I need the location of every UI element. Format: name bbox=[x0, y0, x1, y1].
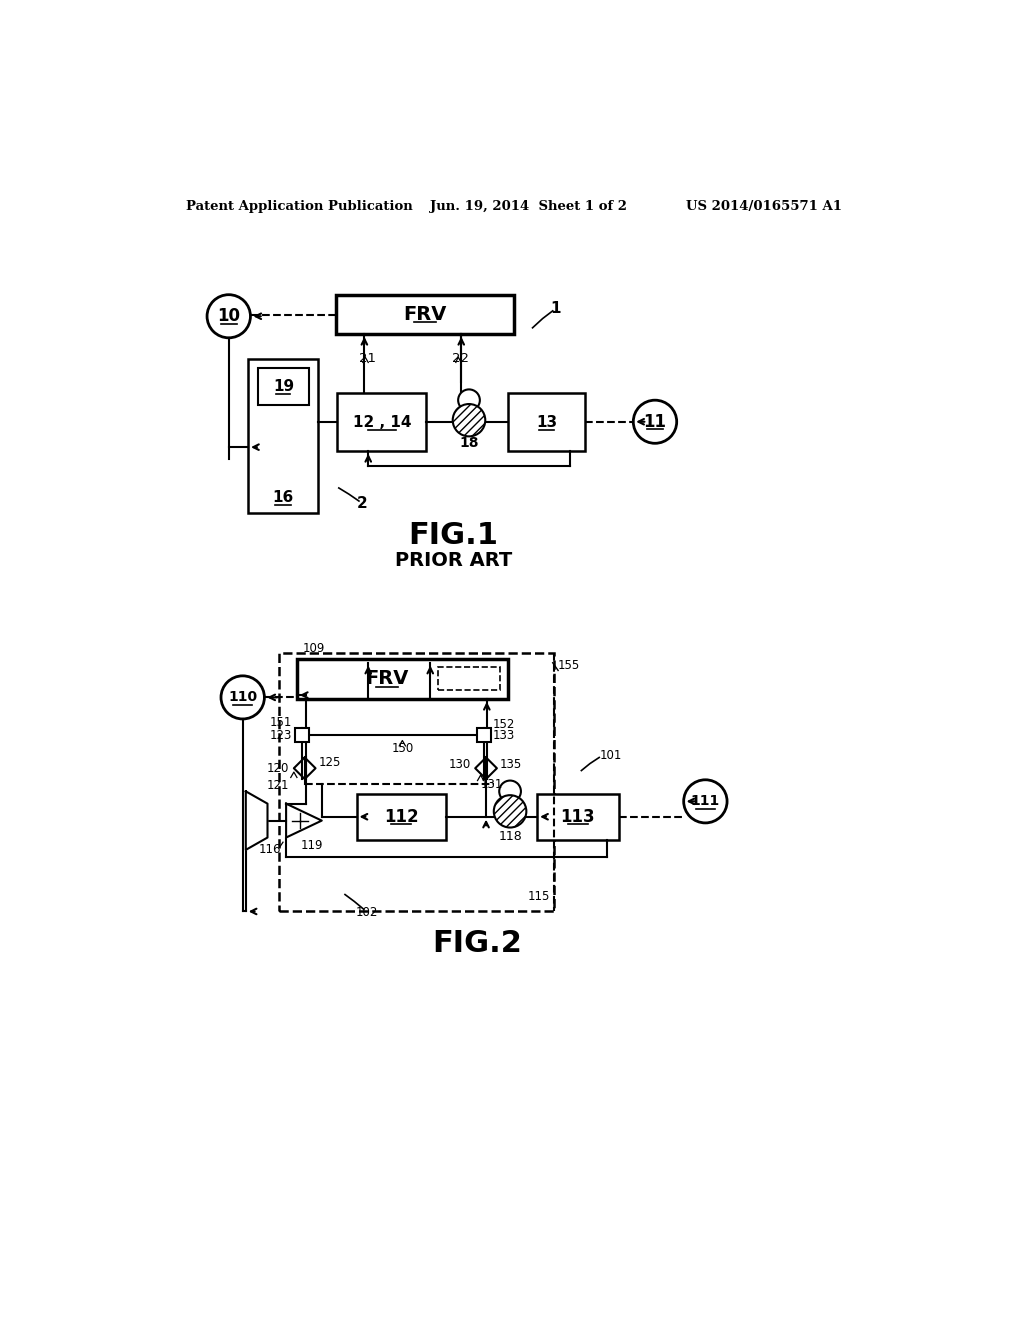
Bar bbox=[280, 653, 554, 911]
Polygon shape bbox=[246, 792, 267, 850]
Text: 116: 116 bbox=[259, 843, 282, 857]
Text: 131: 131 bbox=[480, 777, 503, 791]
Circle shape bbox=[453, 404, 485, 437]
Text: 119: 119 bbox=[300, 838, 323, 851]
Text: 111: 111 bbox=[691, 795, 720, 808]
Text: 16: 16 bbox=[272, 490, 294, 504]
Bar bbox=[295, 729, 308, 742]
Text: 21: 21 bbox=[359, 352, 376, 366]
Text: 121: 121 bbox=[266, 779, 289, 792]
Text: 155: 155 bbox=[558, 659, 581, 672]
Circle shape bbox=[207, 294, 251, 338]
Text: Patent Application Publication: Patent Application Publication bbox=[186, 199, 413, 213]
Text: 2: 2 bbox=[356, 496, 368, 511]
Text: 1: 1 bbox=[551, 301, 561, 315]
Text: 18: 18 bbox=[459, 437, 479, 450]
Text: 11: 11 bbox=[643, 413, 667, 430]
Text: 123: 123 bbox=[270, 729, 292, 742]
Text: 102: 102 bbox=[355, 907, 378, 920]
Text: 115: 115 bbox=[527, 890, 550, 903]
Bar bbox=[438, 667, 500, 689]
Bar bbox=[356, 793, 445, 840]
Text: 112: 112 bbox=[384, 808, 419, 826]
Text: 109: 109 bbox=[303, 643, 326, 656]
Circle shape bbox=[494, 795, 526, 828]
Text: 113: 113 bbox=[560, 808, 595, 826]
Text: 135: 135 bbox=[500, 758, 522, 771]
Text: 101: 101 bbox=[599, 748, 622, 762]
Text: 151: 151 bbox=[270, 715, 292, 729]
Bar bbox=[336, 296, 514, 334]
Text: 12 , 14: 12 , 14 bbox=[352, 414, 411, 429]
Bar bbox=[508, 393, 586, 451]
Text: FIG.2: FIG.2 bbox=[432, 929, 521, 958]
Bar bbox=[258, 368, 308, 405]
Circle shape bbox=[684, 780, 727, 822]
Text: 133: 133 bbox=[493, 729, 515, 742]
Circle shape bbox=[633, 400, 677, 444]
Text: PRIOR ART: PRIOR ART bbox=[395, 550, 512, 570]
Bar bbox=[297, 659, 508, 700]
Text: FRV: FRV bbox=[403, 305, 446, 325]
Text: 130: 130 bbox=[449, 758, 471, 771]
Text: FRV: FRV bbox=[366, 669, 409, 689]
Circle shape bbox=[221, 676, 264, 719]
Circle shape bbox=[500, 780, 521, 803]
Bar bbox=[477, 729, 490, 742]
Polygon shape bbox=[286, 804, 322, 838]
Bar bbox=[337, 393, 426, 451]
Text: US 2014/0165571 A1: US 2014/0165571 A1 bbox=[686, 199, 842, 213]
Bar bbox=[538, 793, 618, 840]
Text: Jun. 19, 2014  Sheet 1 of 2: Jun. 19, 2014 Sheet 1 of 2 bbox=[430, 199, 628, 213]
Text: 120: 120 bbox=[267, 762, 289, 775]
Text: FIG.1: FIG.1 bbox=[409, 521, 499, 550]
Text: 110: 110 bbox=[228, 690, 257, 705]
Text: 125: 125 bbox=[318, 755, 341, 768]
Circle shape bbox=[458, 389, 480, 411]
Text: 150: 150 bbox=[392, 742, 415, 755]
Text: 13: 13 bbox=[536, 414, 557, 429]
Text: 152: 152 bbox=[493, 718, 515, 731]
Bar bbox=[248, 359, 317, 512]
Text: 10: 10 bbox=[217, 308, 241, 325]
Text: 19: 19 bbox=[272, 379, 294, 393]
Text: 22: 22 bbox=[452, 352, 469, 366]
Text: 118: 118 bbox=[499, 829, 522, 842]
